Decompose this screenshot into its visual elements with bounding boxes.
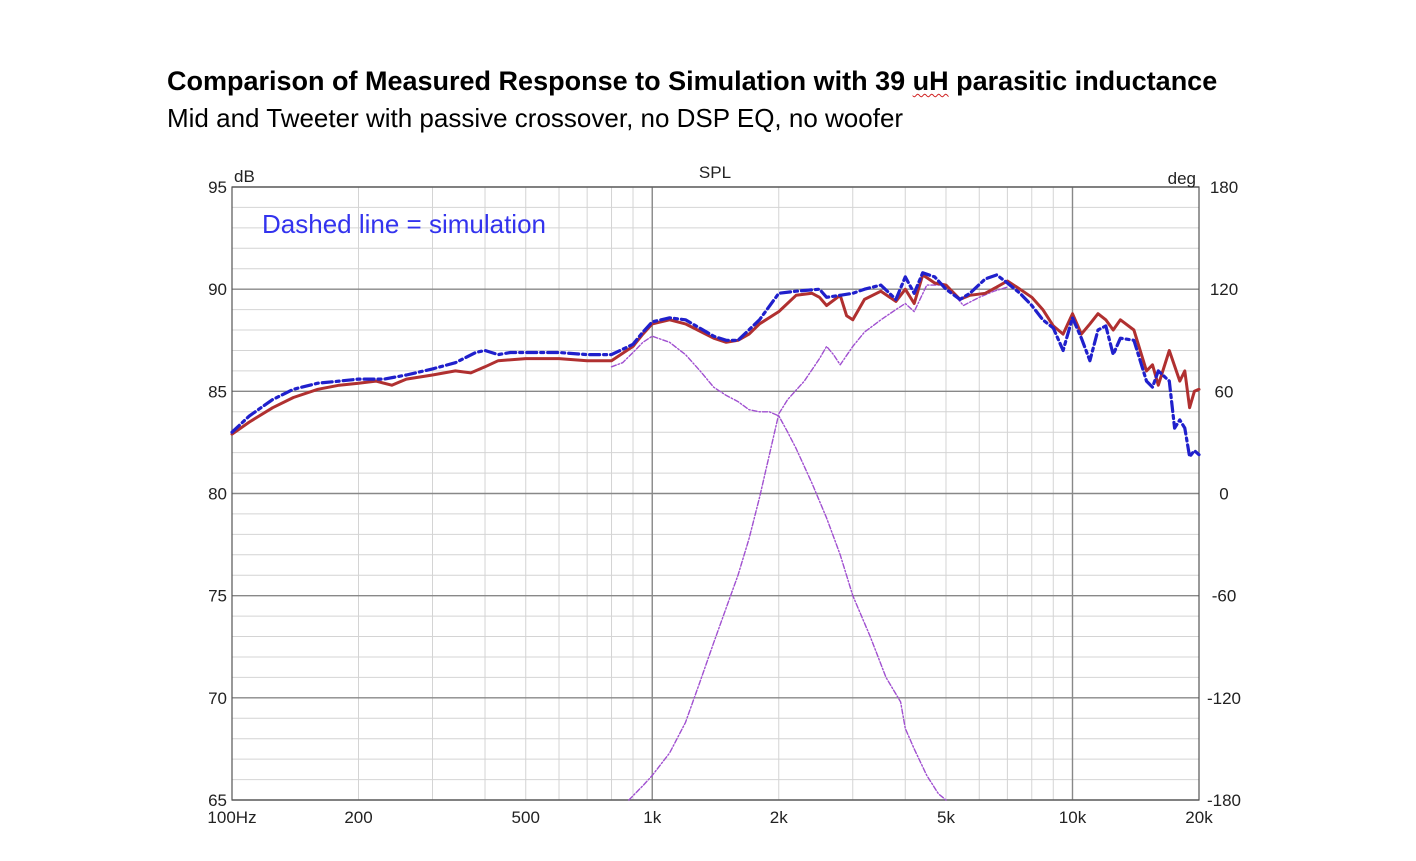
y2-tick-label: -120 bbox=[1207, 689, 1241, 708]
y2-tick-label: 60 bbox=[1215, 382, 1234, 401]
chart-series bbox=[230, 271, 1201, 801]
figure-title: Comparison of Measured Response to Simul… bbox=[167, 66, 1217, 97]
y-tick-label: 85 bbox=[208, 382, 227, 401]
title-text-uh: uH bbox=[912, 66, 949, 96]
chart-grid bbox=[232, 186, 1200, 801]
chart-title: SPL bbox=[699, 163, 731, 182]
y2-tick-label: 0 bbox=[1219, 485, 1228, 504]
y-tick-label: 70 bbox=[208, 689, 227, 708]
measured-response-line bbox=[230, 273, 1201, 436]
x-tick-label: 100Hz bbox=[207, 808, 256, 827]
y-tick-label: 80 bbox=[208, 485, 227, 504]
title-text-end: parasitic inductance bbox=[948, 66, 1218, 96]
x-tick-label: 10k bbox=[1059, 808, 1087, 827]
y-axis-label: dB bbox=[234, 167, 255, 186]
x-tick-label: 500 bbox=[512, 808, 540, 827]
y-tick-label: 95 bbox=[208, 178, 227, 197]
title-text-start: Comparison of Measured Response to Simul… bbox=[167, 66, 913, 96]
x-tick-label: 1k bbox=[643, 808, 661, 827]
plot-frame bbox=[231, 186, 1200, 801]
component-response-line bbox=[628, 284, 1009, 801]
axis-ticks: 100Hz 200 500 1k 2k 5k 10k 20k 95 90 85 80 75 70 65 180… bbox=[207, 178, 1241, 827]
y2-tick-label: -180 bbox=[1207, 791, 1241, 810]
y2-tick-label: 180 bbox=[1210, 178, 1238, 197]
x-tick-label: 200 bbox=[344, 808, 372, 827]
y-tick-label: 90 bbox=[208, 280, 227, 299]
x-tick-label: 20k bbox=[1185, 808, 1213, 827]
x-tick-label: 5k bbox=[937, 808, 955, 827]
y2-tick-label: -60 bbox=[1212, 587, 1237, 606]
y2-tick-label: 120 bbox=[1210, 280, 1238, 299]
y2-axis-label: deg bbox=[1168, 169, 1196, 188]
figure-subtitle: Mid and Tweeter with passive crossover, … bbox=[167, 103, 904, 133]
chart-annotation: Dashed line = simulation bbox=[262, 209, 546, 239]
y-tick-label: 65 bbox=[208, 791, 227, 810]
x-tick-label: 2k bbox=[770, 808, 788, 827]
y-tick-label: 75 bbox=[208, 587, 227, 606]
simulated-response-line bbox=[230, 271, 1201, 459]
